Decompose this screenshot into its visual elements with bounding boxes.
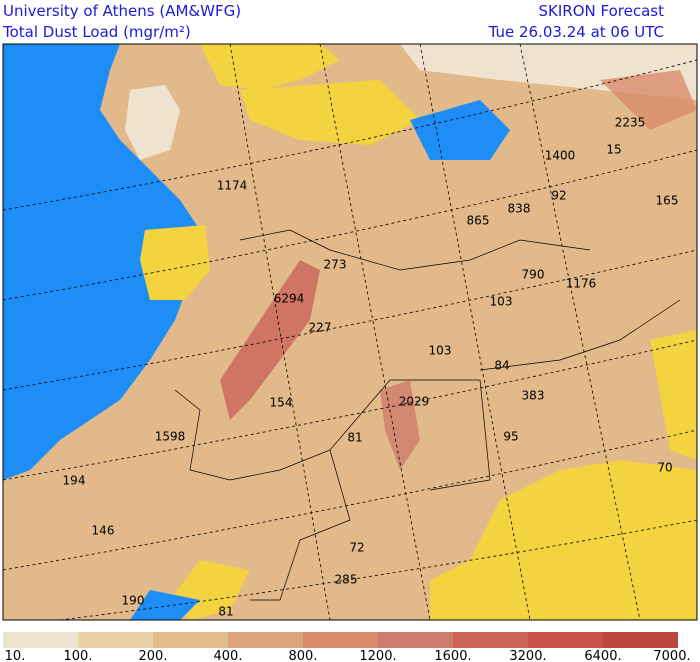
map-label: 15 <box>606 143 621 157</box>
europe-yellow <box>240 80 420 145</box>
colorbar-box <box>378 632 453 648</box>
map-label: 383 <box>522 389 545 403</box>
britain <box>125 85 180 160</box>
map-label: 1174 <box>217 179 248 193</box>
map-label: 70 <box>657 461 672 475</box>
arabia-yellow <box>650 330 697 460</box>
atlantic <box>3 44 200 480</box>
map-label: 1598 <box>155 430 186 444</box>
colorbar-box <box>3 632 78 648</box>
colorbar-box <box>78 632 153 648</box>
map-frame <box>2 43 698 621</box>
gulf-guinea <box>130 590 200 620</box>
colorbar-label: 10. <box>5 649 26 662</box>
map-label: 1400 <box>545 149 576 163</box>
map-label: 165 <box>656 194 679 208</box>
black-sea <box>410 100 510 160</box>
east-africa-yellow <box>430 460 697 620</box>
map-label: 81 <box>218 605 233 619</box>
map-label: 146 <box>92 524 115 538</box>
map-label: 72 <box>349 541 364 555</box>
map-label: 790 <box>522 268 545 282</box>
colorbar-label: 1200. <box>359 649 396 662</box>
map-label: 838 <box>508 202 531 216</box>
iberia-yellow <box>140 225 210 300</box>
colorbar-label: 6400. <box>584 649 621 662</box>
map-label: 273 <box>324 258 347 272</box>
colorbar-box <box>228 632 303 648</box>
colorbar-label: 200. <box>139 649 168 662</box>
colorbar-label: 800. <box>289 649 318 662</box>
dust-plume-3 <box>600 70 697 130</box>
map-label: 2235 <box>615 116 646 130</box>
map-label: 865 <box>467 214 490 228</box>
map: 1174 2235 1400 15 165 92 838 865 790 117… <box>2 43 698 621</box>
map-label: 95 <box>503 430 518 444</box>
labels: 1174 2235 1400 15 165 92 838 865 790 117… <box>63 116 679 619</box>
map-label: 103 <box>490 295 513 309</box>
header-left-1: University of Athens (AM&WFG) <box>3 2 241 20</box>
map-label: 227 <box>309 321 332 335</box>
colorbar-box <box>153 632 228 648</box>
map-label: 6294 <box>274 292 305 306</box>
header-right-1: SKIRON Forecast <box>539 2 665 20</box>
map-label: 2029 <box>399 395 430 409</box>
map-label: 81 <box>347 431 362 445</box>
map-label: 154 <box>270 396 293 410</box>
colorbar-box <box>603 632 678 648</box>
colorbar-label: 100. <box>64 649 93 662</box>
header-left-2: Total Dust Load (mgr/m²) <box>2 23 191 41</box>
map-label: 194 <box>63 474 86 488</box>
map-label: 84 <box>494 359 509 373</box>
colorbar-label: 400. <box>214 649 243 662</box>
colorbar-box <box>453 632 528 648</box>
map-label: 1176 <box>566 277 597 291</box>
map-label: 103 <box>429 344 452 358</box>
graticule <box>3 44 697 620</box>
colorbar-label: 7000. <box>653 649 690 662</box>
colorbar-label: 3200. <box>509 649 546 662</box>
colorbar-box <box>303 632 378 648</box>
borders <box>174 229 681 601</box>
map-label: 92 <box>551 189 566 203</box>
colorbar: 10. 100. 200. 400. 800. 1200. 1600. 3200. 6400. 7… <box>3 632 691 662</box>
north-sea-yellow <box>200 44 340 90</box>
map-label: 190 <box>122 594 145 608</box>
colorbar-label: 1600. <box>434 649 471 662</box>
colorbar-box <box>528 632 603 648</box>
header-right-2: Tue 26.03.24 at 06 UTC <box>488 23 664 41</box>
map-label: 285 <box>335 573 358 587</box>
dust-plume <box>220 260 320 420</box>
